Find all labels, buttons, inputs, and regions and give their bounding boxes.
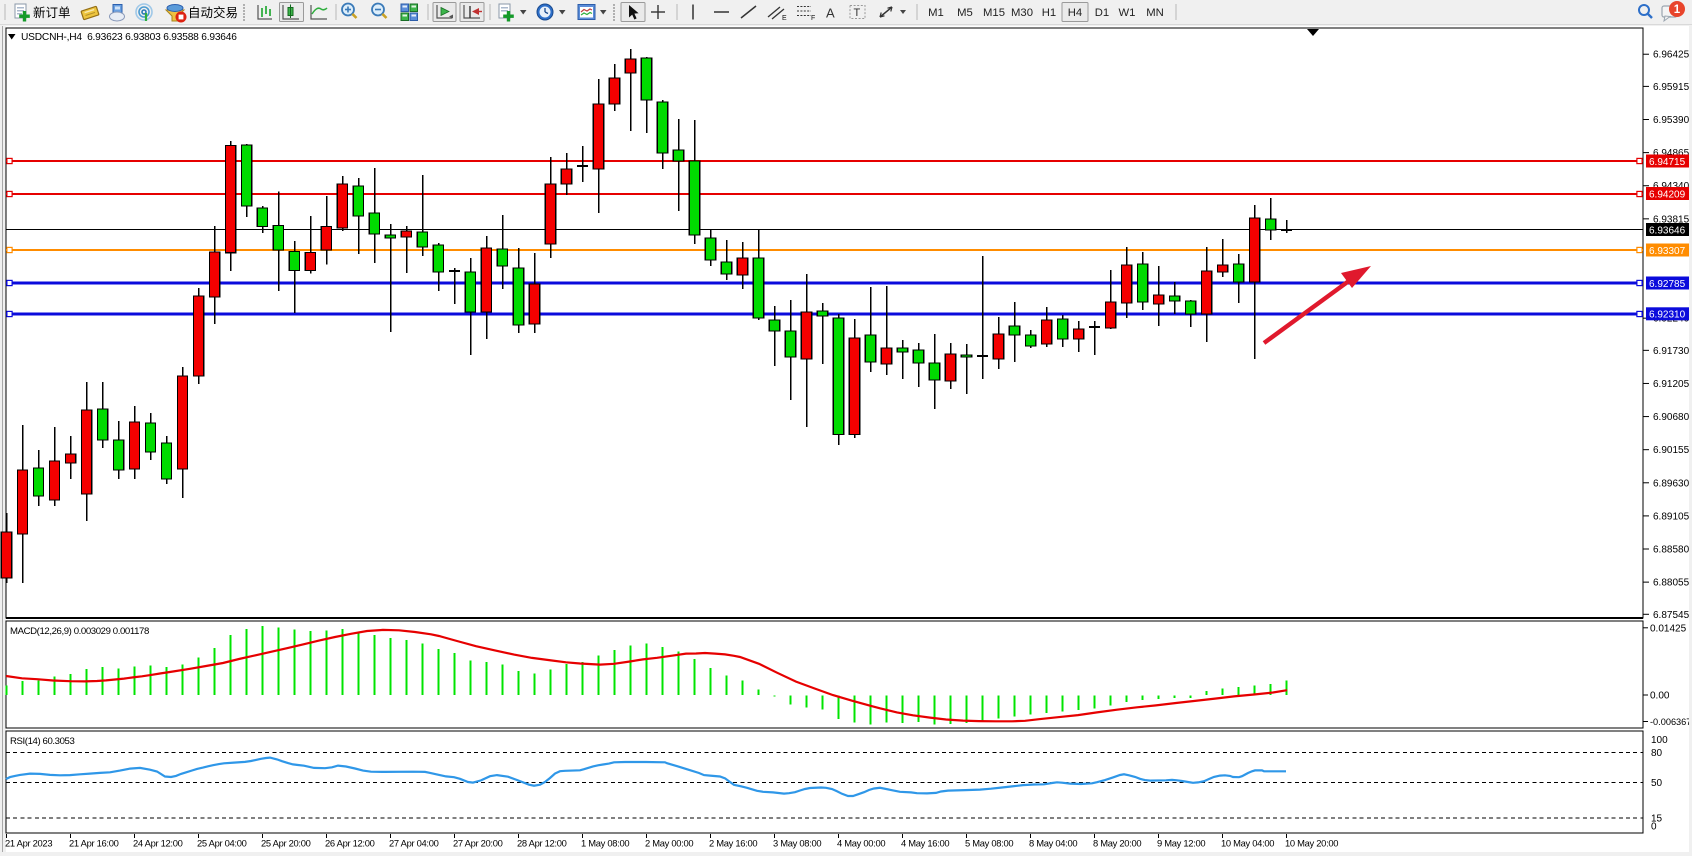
- svg-text:M1: M1: [928, 7, 944, 19]
- svg-text:M15: M15: [983, 7, 1005, 19]
- svg-text:USDCNH-,H4 6.93623 6.93803 6.: USDCNH-,H4 6.93623 6.93803 6.93588 6.936…: [21, 32, 237, 43]
- svg-text:6.93307: 6.93307: [1649, 246, 1686, 257]
- svg-text:6.89630: 6.89630: [1653, 478, 1690, 489]
- svg-text:6.94209: 6.94209: [1649, 189, 1686, 200]
- svg-text:25 Apr 20:00: 25 Apr 20:00: [261, 838, 311, 849]
- svg-text:A: A: [826, 6, 835, 21]
- svg-text:6.88580: 6.88580: [1653, 545, 1690, 556]
- svg-text:6.87545: 6.87545: [1653, 610, 1690, 621]
- svg-text:10 May 04:00: 10 May 04:00: [1221, 838, 1274, 849]
- svg-text:26 Apr 12:00: 26 Apr 12:00: [325, 838, 375, 849]
- svg-text:0.01425: 0.01425: [1650, 623, 1687, 634]
- svg-text:M30: M30: [1011, 7, 1033, 19]
- svg-text:27 Apr 04:00: 27 Apr 04:00: [389, 838, 439, 849]
- svg-text:6.93646: 6.93646: [1649, 225, 1686, 236]
- svg-text:MACD(12,26,9) 0.003029 0.00117: MACD(12,26,9) 0.003029 0.001178: [10, 626, 149, 637]
- svg-text:4 May 00:00: 4 May 00:00: [837, 838, 885, 849]
- svg-text:24 Apr 12:00: 24 Apr 12:00: [133, 838, 183, 849]
- svg-text:0: 0: [1651, 822, 1657, 833]
- svg-text:6.92785: 6.92785: [1649, 279, 1686, 290]
- svg-text:W1: W1: [1119, 7, 1136, 19]
- svg-text:M5: M5: [957, 7, 973, 19]
- svg-text:25 Apr 04:00: 25 Apr 04:00: [197, 838, 247, 849]
- svg-text:6.90155: 6.90155: [1653, 445, 1690, 456]
- svg-text:9 May 12:00: 9 May 12:00: [1157, 838, 1205, 849]
- svg-text:2 May 16:00: 2 May 16:00: [709, 838, 757, 849]
- svg-text:27 Apr 20:00: 27 Apr 20:00: [453, 838, 503, 849]
- svg-text:H1: H1: [1042, 7, 1056, 19]
- svg-text:6.95390: 6.95390: [1653, 115, 1690, 126]
- svg-text:100: 100: [1651, 735, 1668, 746]
- svg-text:28 Apr 12:00: 28 Apr 12:00: [517, 838, 567, 849]
- svg-text:8 May 20:00: 8 May 20:00: [1093, 838, 1141, 849]
- svg-text:21 Apr 16:00: 21 Apr 16:00: [69, 838, 119, 849]
- svg-text:F: F: [811, 15, 815, 22]
- svg-text:-0.006367: -0.006367: [1650, 717, 1691, 727]
- svg-text:6.91730: 6.91730: [1653, 346, 1690, 357]
- svg-text:6.95915: 6.95915: [1653, 82, 1690, 93]
- svg-text:MN: MN: [1146, 7, 1164, 19]
- svg-text:6.88055: 6.88055: [1653, 578, 1690, 589]
- svg-text:6.89105: 6.89105: [1653, 511, 1690, 522]
- svg-text:15: 15: [1651, 814, 1663, 825]
- svg-text:6.94340: 6.94340: [1653, 181, 1690, 192]
- svg-text:4 May 16:00: 4 May 16:00: [901, 838, 949, 849]
- svg-text:新订单: 新订单: [33, 5, 71, 20]
- svg-text:RSI(14) 60.3053: RSI(14) 60.3053: [10, 736, 74, 747]
- svg-text:自动交易: 自动交易: [188, 5, 238, 20]
- svg-text:8 May 04:00: 8 May 04:00: [1029, 838, 1077, 849]
- svg-text:3 May 08:00: 3 May 08:00: [773, 838, 821, 849]
- svg-text:6.94715: 6.94715: [1649, 157, 1686, 168]
- svg-text:21 Apr 2023: 21 Apr 2023: [5, 838, 52, 849]
- svg-text:D1: D1: [1095, 7, 1109, 19]
- svg-text:6.91205: 6.91205: [1653, 379, 1690, 390]
- svg-text:1: 1: [1674, 4, 1681, 16]
- svg-text:5 May 08:00: 5 May 08:00: [965, 838, 1013, 849]
- svg-text:E: E: [782, 15, 787, 22]
- svg-text:1 May 08:00: 1 May 08:00: [581, 838, 629, 849]
- svg-text:6.94865: 6.94865: [1653, 148, 1690, 159]
- svg-text:T: T: [854, 7, 861, 19]
- svg-text:80: 80: [1651, 748, 1663, 759]
- svg-text:10 May 20:00: 10 May 20:00: [1285, 838, 1338, 849]
- svg-text:6.92310: 6.92310: [1649, 310, 1686, 321]
- svg-text:H4: H4: [1068, 7, 1082, 19]
- svg-text:0.00: 0.00: [1650, 691, 1670, 702]
- svg-text:6.90680: 6.90680: [1653, 412, 1690, 423]
- svg-text:6.93815: 6.93815: [1653, 214, 1690, 225]
- svg-text:50: 50: [1651, 778, 1663, 789]
- svg-text:6.96425: 6.96425: [1653, 50, 1690, 61]
- svg-text:2 May 00:00: 2 May 00:00: [645, 838, 693, 849]
